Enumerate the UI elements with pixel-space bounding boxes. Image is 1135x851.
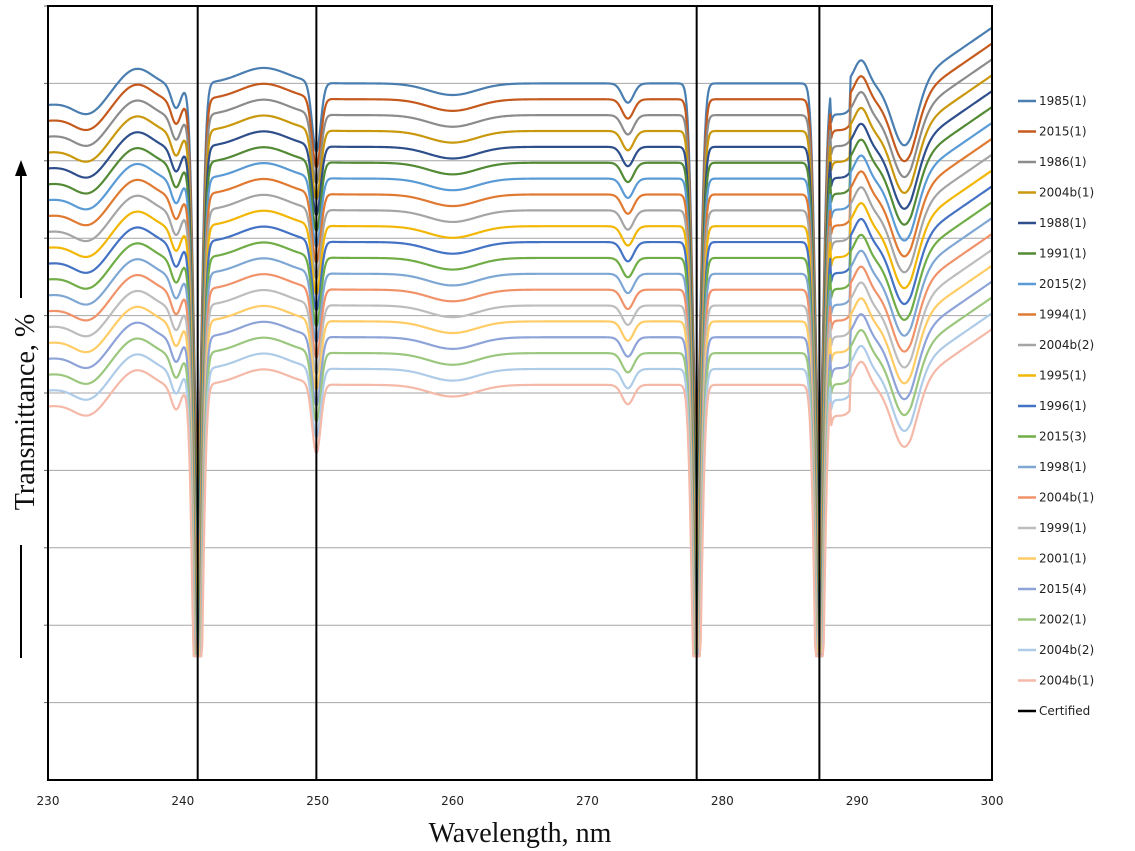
- x-tick-label: 300: [981, 794, 1004, 808]
- legend-label: 1988(1): [1039, 216, 1087, 230]
- legend-label: 1998(1): [1039, 460, 1087, 474]
- series-layer: [47, 26, 993, 658]
- legend-label: 2015(4): [1039, 582, 1087, 596]
- legend: 1985(1) 2015(1) 1986(1) 2004b(1) 1988(1) 1991…: [1018, 94, 1094, 718]
- legend-label: 2004b(1): [1039, 674, 1094, 688]
- legend-label: 2004b(1): [1039, 186, 1094, 200]
- x-axis-title: Wavelength, nm: [429, 818, 612, 849]
- legend-label: 1996(1): [1039, 399, 1087, 413]
- legend-label: 1985(1): [1039, 94, 1087, 108]
- legend-label: 2004b(2): [1039, 643, 1094, 657]
- x-tick-label: 260: [441, 794, 464, 808]
- legend-label: 1999(1): [1039, 521, 1087, 535]
- y-axis-title-group: Transmittance, %: [10, 160, 41, 658]
- legend-label: 2002(1): [1039, 613, 1087, 627]
- legend-label: 2004b(2): [1039, 338, 1094, 352]
- x-axis-ticks: 230 240 250 260 270 280 290 300: [37, 794, 1004, 808]
- y-axis-arrow-head: [15, 160, 27, 176]
- legend-label: 2004b(1): [1039, 491, 1094, 505]
- y-axis-title: Transmittance, %: [10, 314, 41, 511]
- legend-label: 2015(2): [1039, 277, 1087, 291]
- x-tick-label: 240: [171, 794, 194, 808]
- legend-label: 1995(1): [1039, 369, 1087, 383]
- x-tick-label: 270: [576, 794, 599, 808]
- legend-label: Certified: [1039, 704, 1090, 718]
- x-tick-label: 250: [306, 794, 329, 808]
- legend-label: 1991(1): [1039, 247, 1087, 261]
- legend-label: 2015(1): [1039, 125, 1087, 139]
- legend-label: 1986(1): [1039, 155, 1087, 169]
- legend-label: 2015(3): [1039, 430, 1087, 444]
- certified-layer: [196, 6, 821, 780]
- legend-label: 1994(1): [1039, 308, 1087, 322]
- legend-label: 2001(1): [1039, 552, 1087, 566]
- x-tick-label: 290: [846, 794, 869, 808]
- x-tick-label: 230: [37, 794, 60, 808]
- plot-frame: [47, 5, 993, 781]
- series-line: [47, 328, 993, 658]
- x-tick-label: 280: [711, 794, 734, 808]
